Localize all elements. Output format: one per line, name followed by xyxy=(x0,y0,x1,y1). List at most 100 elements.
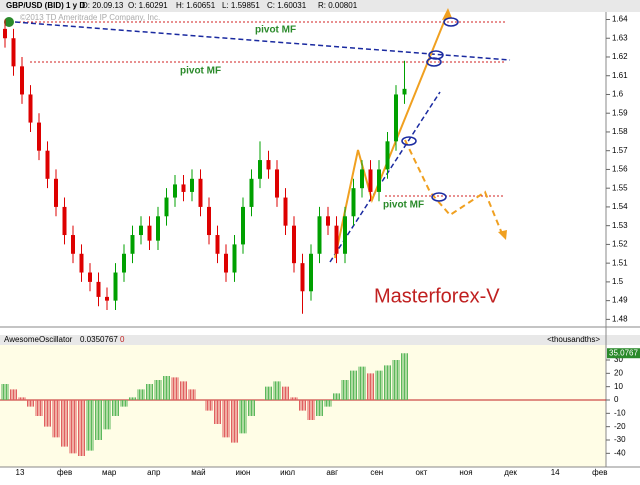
y-tick-label: -40 xyxy=(614,448,626,457)
osc-header-bar xyxy=(0,335,640,345)
x-tick-label: июл xyxy=(280,468,295,477)
candle-body xyxy=(385,141,390,170)
y-tick-label: 1.53 xyxy=(612,221,628,230)
watermark: ©2013 TD Ameritrade IP Company, Inc. xyxy=(20,13,160,22)
close: C: 1.60031 xyxy=(267,1,307,10)
x-tick-label: мар xyxy=(102,468,117,477)
x-tick-label: дек xyxy=(504,468,517,477)
x-tick-label: окт xyxy=(416,468,428,477)
header-bar xyxy=(0,0,640,12)
annotation: pivot MF xyxy=(255,25,296,36)
candle-body xyxy=(122,253,126,273)
y-tick-label: -30 xyxy=(614,435,626,444)
candle-body xyxy=(224,253,228,273)
marker xyxy=(426,57,442,67)
annotation: pivot MF xyxy=(383,200,424,211)
x-tick-label: авг xyxy=(326,468,338,477)
y-tick-label: 30 xyxy=(614,355,623,364)
candle-body xyxy=(402,88,407,95)
brand: Masterforex-V xyxy=(374,285,500,307)
marker xyxy=(401,136,417,146)
y-tick-label: 1.57 xyxy=(612,146,628,155)
arrow-head xyxy=(442,8,452,20)
candle-body xyxy=(215,235,220,254)
x-tick-label: ноя xyxy=(459,468,472,477)
drawings xyxy=(4,8,511,263)
candle-body xyxy=(198,178,203,207)
y-tick-label: 1.48 xyxy=(612,314,628,323)
candle-body xyxy=(258,160,262,179)
open: O: 1.60291 xyxy=(128,1,168,10)
y-tick-label: 1.64 xyxy=(612,15,628,24)
x-tick-label: фев xyxy=(57,468,72,477)
trend-line xyxy=(14,21,511,61)
y-tick-label: 1.61 xyxy=(612,71,628,80)
candle-body xyxy=(45,150,50,179)
range: R: 0.00801 xyxy=(318,1,358,10)
osc-units: <thousandths> xyxy=(547,335,600,344)
candle-body xyxy=(181,184,186,192)
forecast-path xyxy=(404,139,504,237)
candle-body xyxy=(351,188,356,217)
y-tick-label: 1.6 xyxy=(612,90,624,99)
candle-body xyxy=(54,178,58,207)
candle-body xyxy=(309,253,313,292)
candle-body xyxy=(317,216,322,254)
value-box xyxy=(607,348,640,359)
candle-body xyxy=(241,206,245,245)
y-tick-label: 1.59 xyxy=(612,108,628,117)
y-tick-label: 1.63 xyxy=(612,33,628,42)
candle-body xyxy=(130,235,135,254)
candle-body xyxy=(62,206,67,236)
candle-body xyxy=(71,235,75,254)
candle-body xyxy=(190,178,194,192)
candle-body xyxy=(343,216,347,254)
candle-body xyxy=(394,94,398,142)
candle-body xyxy=(156,216,160,241)
date: D: 20.09.13 xyxy=(82,1,124,10)
forecast-path xyxy=(334,11,449,259)
x-tick-label: сен xyxy=(370,468,383,477)
y-tick-label: 1.55 xyxy=(612,183,628,192)
candle-body xyxy=(377,169,381,192)
x-tick-label: апр xyxy=(147,468,161,477)
x-tick-label: фев xyxy=(592,468,607,477)
candle-body xyxy=(147,225,152,241)
annotation: pivot MF xyxy=(180,66,221,77)
y-tick-label: 1.62 xyxy=(612,52,628,61)
candle-body xyxy=(232,244,237,273)
y-tick-label: 1.51 xyxy=(612,258,628,267)
y-tick-label: 1.49 xyxy=(612,296,628,305)
y-tick-label: 1.52 xyxy=(612,240,628,249)
candle-body xyxy=(105,296,109,301)
marker xyxy=(428,50,444,60)
y-tick-label: 1.54 xyxy=(612,202,628,211)
candle-body xyxy=(292,225,296,264)
candle-body xyxy=(139,225,143,236)
candle-body xyxy=(79,253,84,273)
candle-body xyxy=(368,169,373,192)
candle-body xyxy=(283,197,288,226)
x-tick-label: июн xyxy=(236,468,251,477)
x-tick-label: 14 xyxy=(551,468,560,477)
trend-line xyxy=(329,91,441,263)
candle-body xyxy=(11,38,16,67)
osc-flag: 0 xyxy=(120,335,125,344)
y-tick-label: 20 xyxy=(614,368,623,377)
candle-body xyxy=(37,122,41,151)
candle-body xyxy=(113,272,118,301)
marker xyxy=(443,17,459,27)
x-tick-label: май xyxy=(191,468,205,477)
candle-body xyxy=(96,281,101,297)
x-tick-label: 13 xyxy=(16,468,25,477)
value-label: 35.0767 xyxy=(609,348,638,357)
osc-title: AwesomeOscillator xyxy=(4,335,73,344)
candle-body xyxy=(173,184,177,198)
low: L: 1.59851 xyxy=(222,1,260,10)
candle-body xyxy=(300,263,305,292)
y-tick-label: 1.58 xyxy=(612,127,628,136)
osc-readout: 0.0350767 xyxy=(80,335,118,344)
y-tick-label: 0 xyxy=(614,395,619,404)
candle-body xyxy=(28,94,33,123)
arrow-head xyxy=(498,230,507,240)
